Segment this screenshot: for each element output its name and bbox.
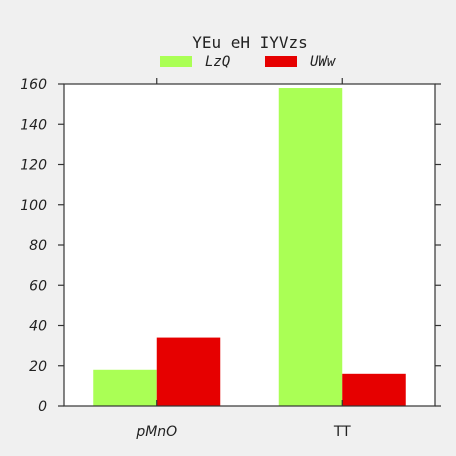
plot-area [64,84,435,406]
y-tick-label: 40 [29,319,47,335]
x-tick-label: pMnO [135,424,177,440]
bar-uww-pmno [156,337,221,406]
legend-swatch-lzq [160,56,192,67]
bars-group [93,88,406,407]
chart-title: YEu eH IYVzs [192,33,308,52]
y-axis: 0 20 40 60 80 100 120 140 160 [20,77,441,415]
x-tick-label: TT [333,424,351,440]
y-tick-label: 140 [20,117,47,133]
legend-label-uww: UWw [310,54,336,70]
x-axis: pMnO TT [135,78,351,440]
y-tick-label: 60 [29,278,47,294]
plot-frame [63,83,436,407]
y-tick-label: 100 [20,198,47,214]
y-tick-label: 160 [20,77,47,93]
y-tick-label: 120 [20,158,47,174]
legend: LzQ UWw [160,54,336,70]
y-tick-label: 80 [29,238,47,254]
y-tick-label: 0 [38,399,47,415]
bar-lzq-tt [278,88,343,407]
bar-uww-tt [342,373,406,406]
legend-label-lzq: LzQ [205,54,230,70]
bar-lzq-pmno [93,369,157,406]
legend-swatch-uww [265,56,297,67]
y-tick-label: 20 [29,359,47,375]
